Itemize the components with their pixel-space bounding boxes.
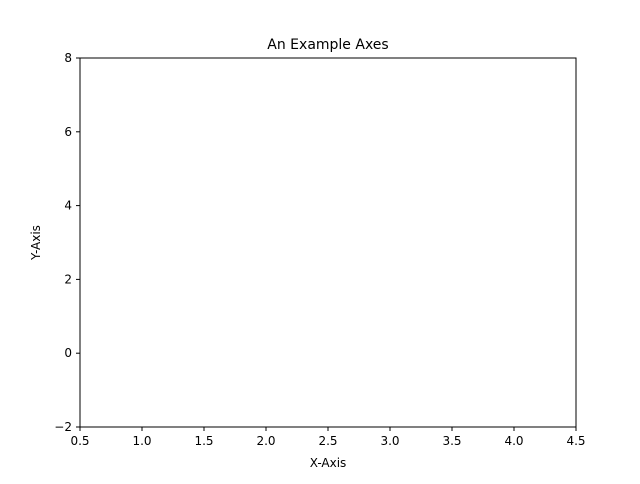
y-tick-label: 6: [64, 125, 72, 139]
y-tick-label: 4: [64, 199, 72, 213]
y-axis-label: Y-Axis: [29, 225, 43, 261]
x-tick-label: 4.0: [504, 434, 523, 448]
x-tick-label: 0.5: [70, 434, 89, 448]
y-tick-label: −2: [54, 420, 72, 434]
chart-title: An Example Axes: [267, 37, 388, 53]
x-tick-label: 3.0: [380, 434, 399, 448]
x-axis-ticks: 0.5 1.0 1.5 2.0 2.5 3.0 3.5 4.0 4.5: [70, 427, 586, 448]
x-tick-label: 4.5: [566, 434, 585, 448]
x-tick-label: 1.5: [194, 434, 213, 448]
y-tick-label: 0: [64, 346, 72, 360]
x-tick-label: 1.0: [132, 434, 151, 448]
y-axis-ticks: −2 0 2 4 6 8: [54, 51, 80, 434]
y-tick-label: 2: [64, 272, 72, 286]
x-tick-label: 2.5: [318, 434, 337, 448]
y-tick-label: 8: [64, 51, 72, 65]
x-tick-label: 3.5: [442, 434, 461, 448]
x-tick-label: 2.0: [256, 434, 275, 448]
plot-area-frame: [79, 57, 577, 428]
x-axis-label: X-Axis: [310, 456, 347, 470]
